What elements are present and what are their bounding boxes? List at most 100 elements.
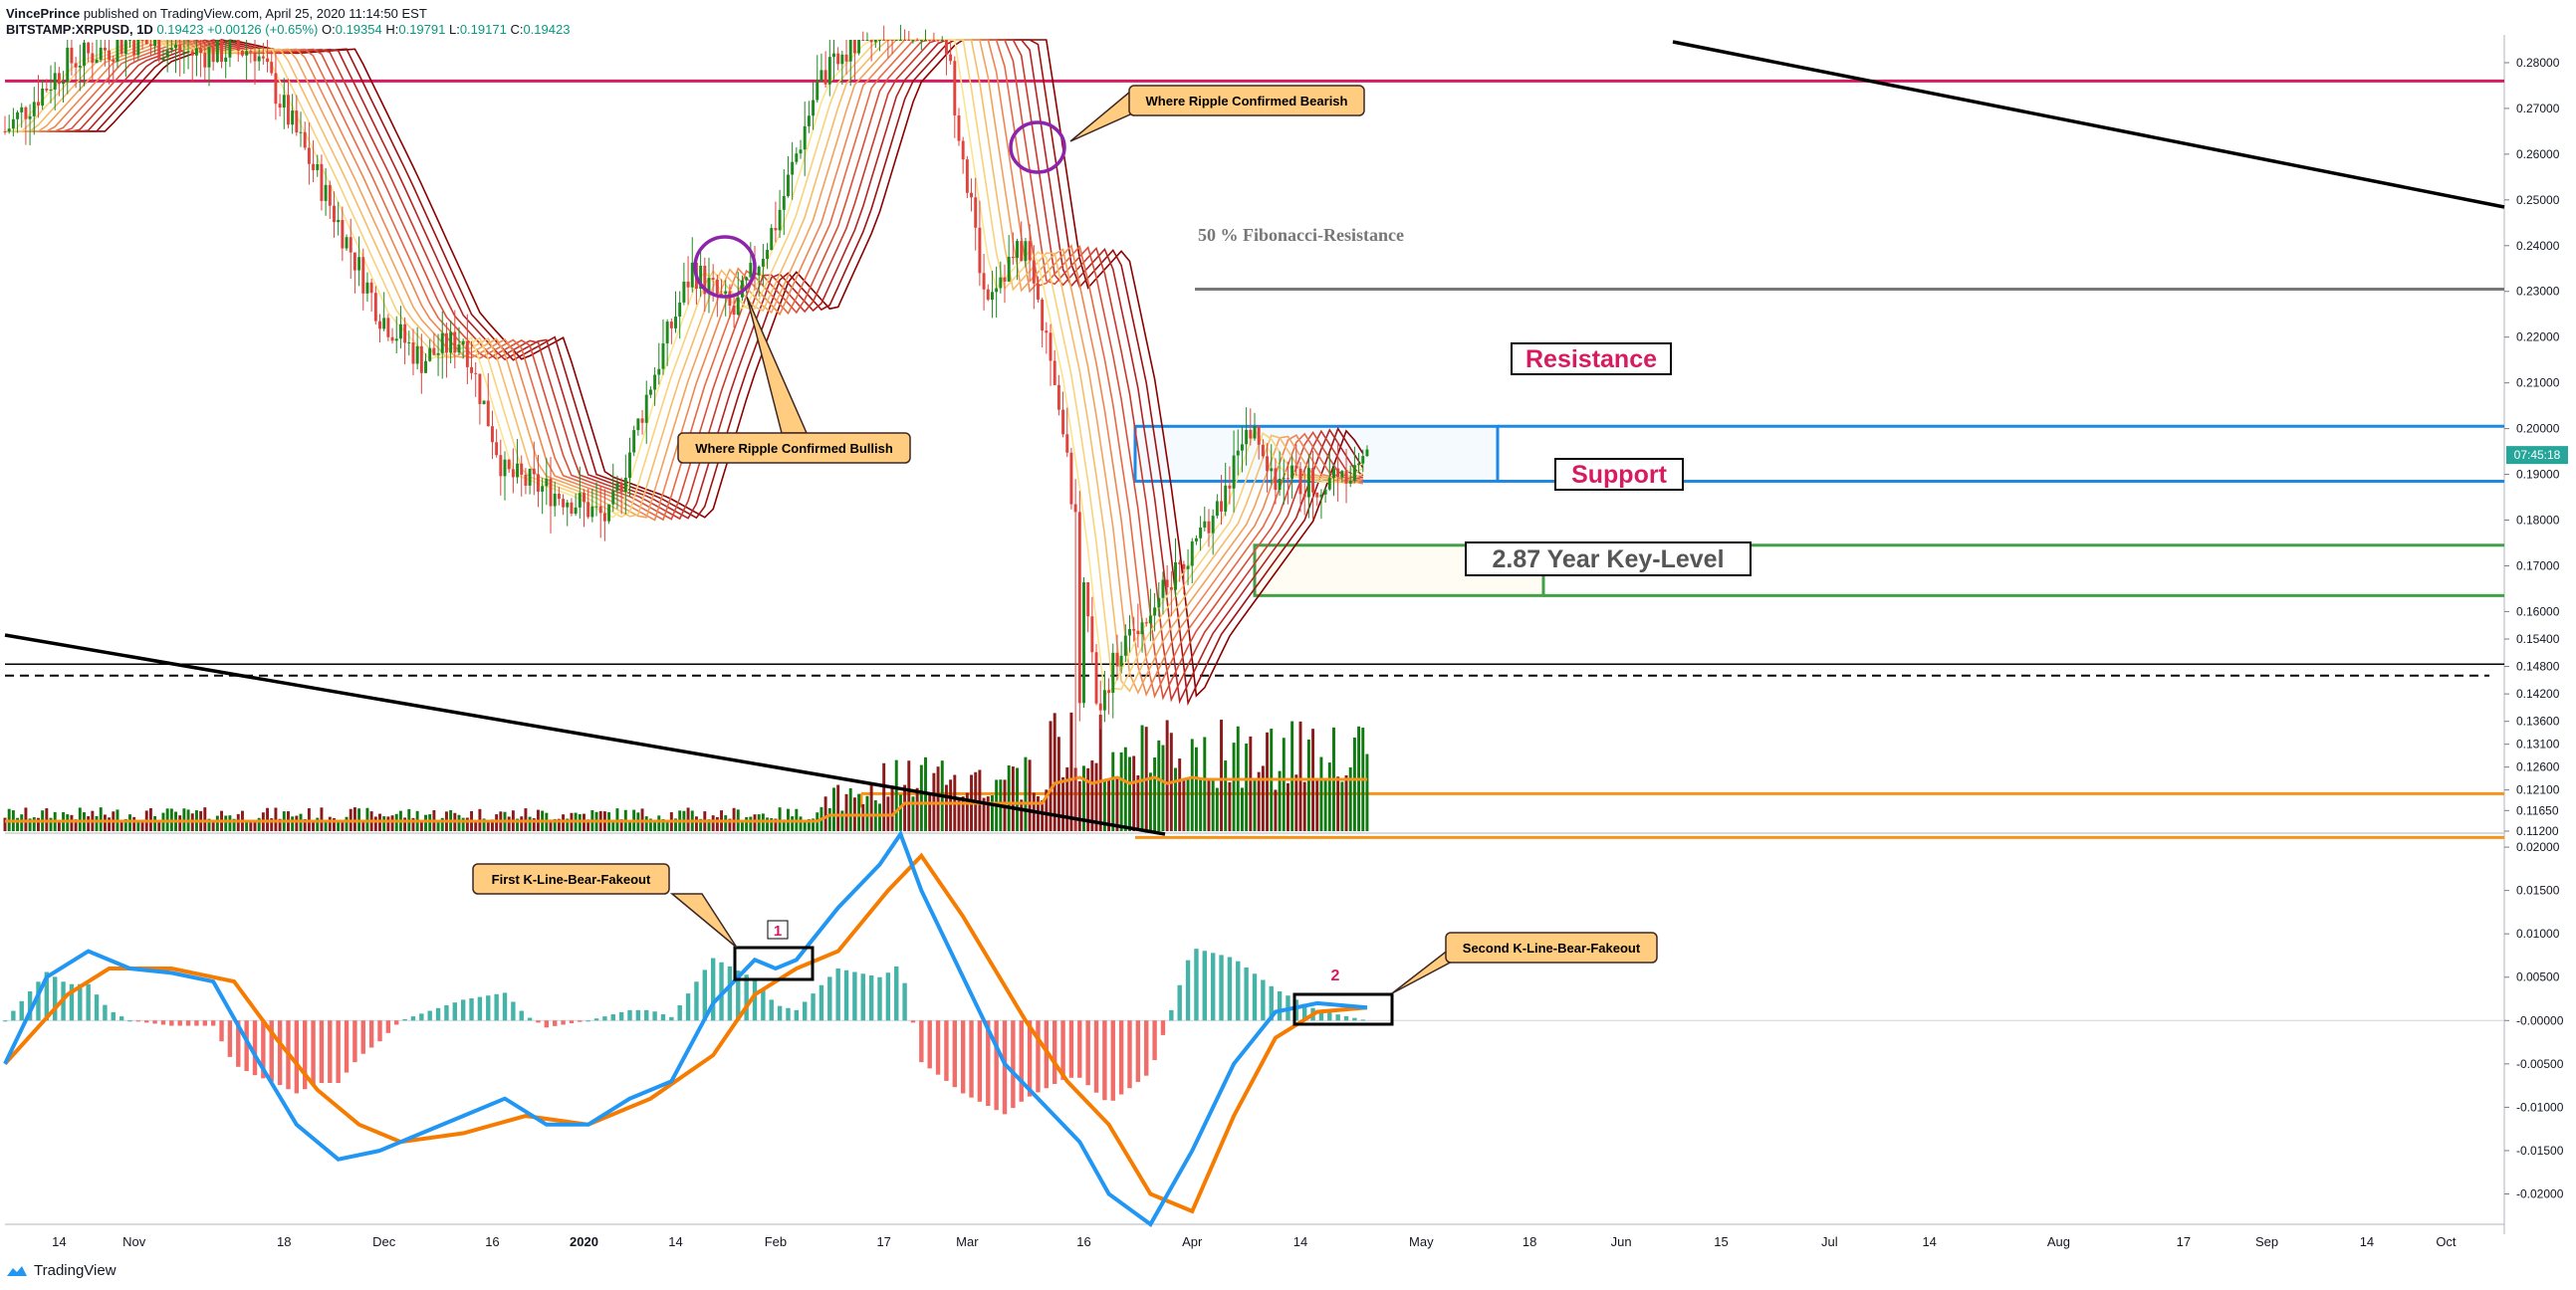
candle-body — [382, 318, 386, 329]
candle-body — [207, 47, 211, 68]
candle-body — [890, 40, 894, 41]
volume-bar — [507, 816, 511, 831]
volume-bar — [253, 820, 257, 831]
macd-histogram-bar — [553, 1020, 558, 1026]
candle-body — [333, 205, 336, 223]
candle-body — [312, 163, 316, 170]
price-tick-label: 0.14800 — [2516, 660, 2560, 674]
volume-bar — [949, 779, 953, 831]
volume-bar — [894, 759, 898, 831]
macd-histogram-bar — [303, 1020, 308, 1090]
tradingview-logo-icon — [7, 1265, 27, 1276]
candle-body — [1249, 429, 1253, 439]
volume-bar — [978, 769, 982, 831]
candle-body — [628, 452, 631, 478]
volume-bar — [1306, 740, 1310, 831]
candle-body — [586, 502, 590, 518]
candle-body — [365, 282, 369, 294]
price-tick-label: 0.11200 — [2516, 824, 2559, 838]
candle-body — [245, 51, 249, 56]
volume-bar — [928, 794, 932, 831]
volume-bar — [1016, 767, 1020, 831]
candle-body — [112, 60, 116, 62]
volume-bar — [1220, 720, 1223, 831]
macd-histogram-bar — [960, 1020, 966, 1094]
candle-body — [1140, 622, 1144, 635]
macd-histogram-bar — [1027, 1020, 1033, 1097]
macd-histogram-bar — [1135, 1020, 1141, 1082]
candle-body — [1357, 463, 1361, 466]
volume-bar — [1161, 745, 1165, 831]
macd-tick-label: 0.02000 — [2516, 840, 2560, 854]
candle-body — [1332, 468, 1335, 479]
candle-body — [632, 430, 636, 453]
candle-body — [373, 293, 377, 322]
volume-bar — [328, 816, 332, 831]
candle-body — [986, 289, 990, 301]
volume-bar — [528, 816, 532, 831]
volume-bar — [1294, 774, 1298, 831]
time-tick-label: 17 — [2177, 1234, 2191, 1249]
candle-body — [528, 468, 532, 486]
volume-bar — [95, 815, 99, 831]
candle-body — [66, 47, 70, 83]
volume-bar — [728, 818, 732, 831]
volume-bar — [1153, 756, 1157, 831]
candle-body — [857, 40, 861, 54]
volume-bar — [1056, 737, 1060, 831]
candle-body — [1028, 241, 1032, 261]
macd-histogram-bar — [602, 1016, 607, 1021]
volume-bar — [1157, 740, 1161, 831]
macd-histogram-bar — [1144, 1020, 1149, 1076]
volume-bar — [694, 816, 698, 831]
volume-bar — [1261, 765, 1265, 831]
candle-body — [703, 265, 707, 295]
macd-histogram-bar — [1118, 1020, 1124, 1095]
macd-histogram-bar — [452, 1002, 457, 1021]
candle-body — [882, 40, 886, 41]
volume-bar — [424, 814, 427, 831]
volume-bar — [907, 760, 911, 831]
second-fake-callout-label: Second K-Line-Bear-Fakeout — [1463, 941, 1641, 956]
volume-bar — [465, 817, 469, 831]
candle-body — [648, 389, 652, 395]
macd-histogram-bar — [511, 1001, 516, 1021]
volume-bar — [778, 807, 782, 831]
volume-bar — [557, 818, 561, 831]
candle-body — [990, 292, 994, 301]
time-tick-label: Sep — [2255, 1234, 2278, 1249]
candle-body — [419, 345, 423, 373]
time-axis: 14 Nov 18 Dec 16 2020 14 Feb 17 Mar 16 Apr 14 May 18 Ju… — [52, 1234, 2457, 1249]
candle-body — [1287, 478, 1289, 480]
candle-body — [415, 345, 419, 364]
fakeout-box-2 — [1292, 992, 1394, 1026]
volume-bar — [270, 818, 274, 831]
macd-histogram-bar — [1177, 984, 1182, 1021]
macd-histogram-bar — [103, 1004, 108, 1021]
candle-body — [640, 418, 644, 423]
candle-body — [220, 40, 223, 63]
volume-bar — [516, 818, 520, 831]
volume-bar — [745, 816, 749, 831]
volume-bar — [562, 814, 566, 831]
macd-histogram-bar — [827, 976, 832, 1021]
candle-body — [190, 51, 194, 56]
candle-body — [123, 40, 127, 55]
candle-body — [1327, 478, 1331, 490]
macd-histogram-bar — [94, 994, 100, 1021]
candle-body — [791, 161, 795, 175]
candle-body — [203, 53, 207, 68]
volume-bar — [295, 815, 299, 831]
macd-histogram-bar — [1152, 1020, 1157, 1061]
volume-bar — [1340, 781, 1344, 831]
candle-body — [1165, 579, 1169, 587]
tradingview-footer[interactable]: TradingView — [6, 1262, 117, 1279]
volume-bar — [123, 818, 127, 831]
candle-body — [87, 42, 91, 54]
candle-body — [770, 228, 774, 250]
volume-bar — [1186, 776, 1190, 831]
volume-bar — [848, 787, 852, 831]
volume-bar — [361, 820, 365, 831]
macd-histogram-bar — [894, 966, 899, 1021]
